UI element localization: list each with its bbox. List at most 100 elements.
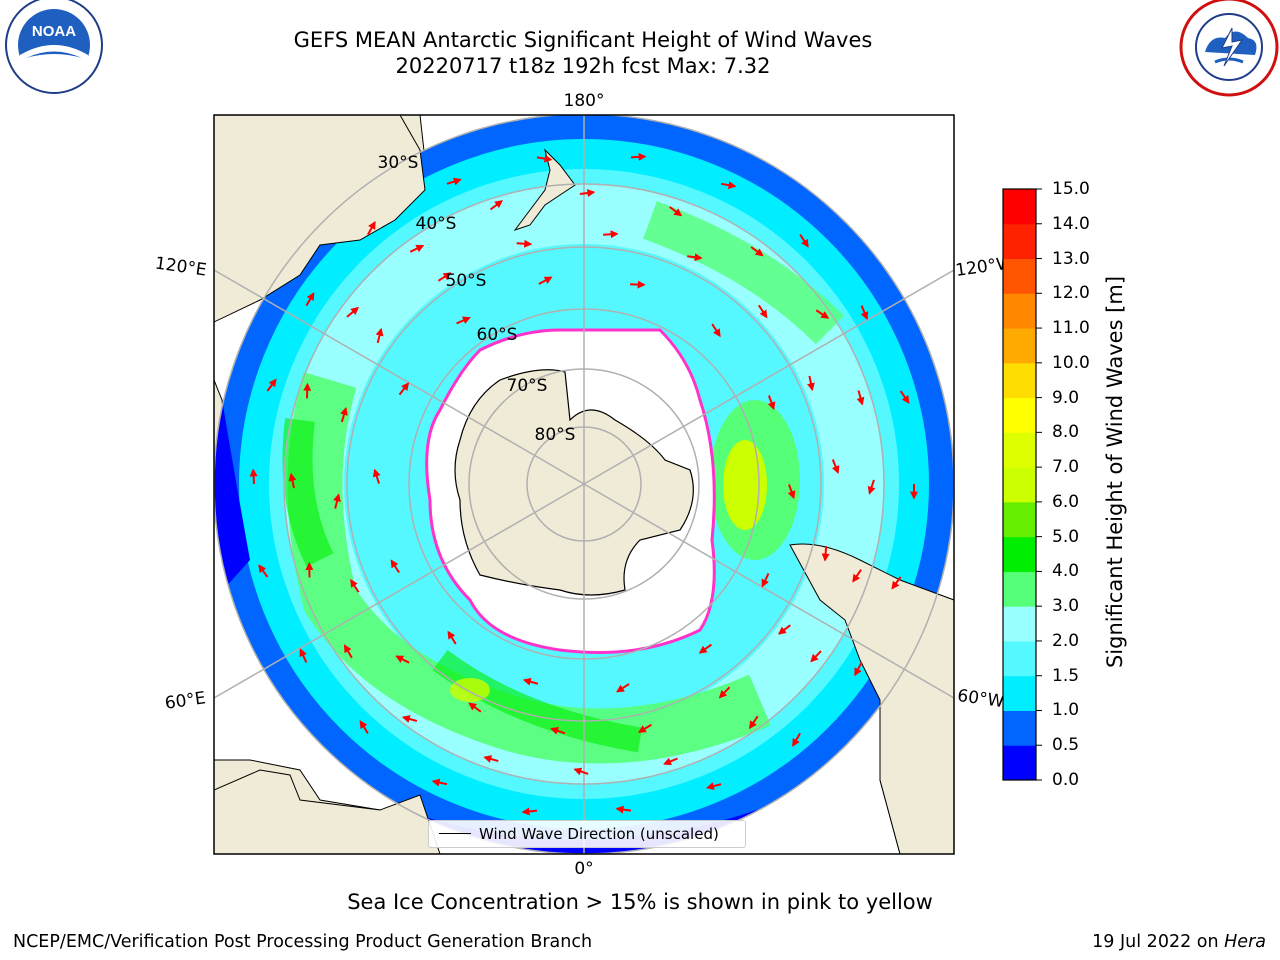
colorbar-tick-label: 14.0	[1052, 213, 1090, 234]
wind-arrow	[711, 323, 721, 338]
chart-title: GEFS MEAN Antarctic Significant Height o…	[293, 28, 873, 52]
wind-arrow	[718, 686, 731, 699]
wind-arrow	[579, 189, 596, 198]
colorbar-tick-label: 15.0	[1052, 179, 1090, 199]
wind-arrow	[468, 702, 482, 713]
wind-arrow	[750, 246, 764, 257]
colorbar-tick-label: 4.0	[1052, 561, 1080, 582]
wind-arrow	[333, 493, 341, 509]
colorbar-segment	[1003, 710, 1036, 746]
colorbar-segment	[1003, 432, 1036, 468]
footer-date: 19 Jul 2022 on Hera	[1092, 932, 1266, 952]
colorbar-segment	[1003, 745, 1036, 781]
wind-arrow	[815, 309, 830, 319]
footer-host: Hera	[1224, 932, 1266, 952]
wind-arrow	[437, 272, 452, 282]
colorbar-segment	[1003, 467, 1036, 503]
wind-arrow	[375, 327, 384, 344]
colorbar-tick-label: 13.0	[1052, 248, 1090, 269]
wind-wave-arrows	[249, 152, 918, 816]
parallel-label-40s: 40°S	[416, 214, 457, 234]
wind-arrow	[669, 206, 683, 217]
wind-arrow	[705, 782, 722, 790]
colorbar-tick-label: 5.0	[1052, 526, 1080, 547]
wind-arrow	[616, 683, 630, 693]
wind-arrow	[615, 805, 632, 814]
wind-arrow	[720, 181, 737, 190]
wind-arrow	[401, 715, 418, 723]
wind-arrow	[687, 253, 703, 262]
sea-ice-note: Sea Ice Concentration > 15% is shown in …	[347, 890, 933, 914]
wind-arrow	[431, 778, 448, 787]
colorbar-segment	[1003, 328, 1036, 364]
wind-arrow	[446, 177, 462, 186]
wind-arrow	[483, 755, 499, 763]
colorbar-segment	[1003, 571, 1036, 607]
colorbar-segment	[1003, 362, 1036, 399]
wind-arrow	[367, 221, 376, 236]
wind-arrow	[346, 306, 359, 318]
africa	[214, 769, 441, 854]
wind-arrow	[521, 807, 538, 816]
meridian-label-120e: 120°E	[154, 254, 208, 281]
wind-arrow	[630, 280, 646, 289]
legend-label: Wind Wave Direction (unscaled)	[479, 825, 719, 843]
wind-arrow	[359, 720, 369, 734]
wind-arrow	[821, 545, 830, 562]
wind-arrow	[573, 767, 589, 776]
chart-subtitle: 20220717 t18z 192h fcst Max: 7.32	[395, 54, 771, 78]
wind-arrow	[761, 572, 770, 588]
colorbar-label: Significant Height of Wind Waves [m]	[1103, 275, 1127, 669]
wind-arrow	[303, 382, 312, 399]
wind-arrow	[395, 655, 410, 664]
wind-arrow	[831, 459, 840, 475]
wind-arrow	[340, 406, 348, 423]
wind-arrow	[536, 154, 553, 163]
wind-arrow	[799, 234, 809, 248]
wind-arrow	[698, 643, 713, 654]
colorbar-segment	[1003, 606, 1036, 642]
new-zealand	[513, 148, 576, 231]
colorbar-segment	[1003, 397, 1036, 433]
wind-arrow	[767, 395, 776, 411]
wind-arrow	[398, 382, 410, 396]
wind-arrow	[266, 378, 277, 392]
wind-arrow	[516, 239, 533, 248]
colorbar-segment	[1003, 536, 1036, 572]
wind-arrow	[409, 244, 425, 253]
wind-arrow	[891, 576, 902, 590]
parallel-label-30s: 30°S	[378, 153, 419, 173]
wind-arrow	[637, 723, 652, 733]
antarctica	[454, 369, 694, 596]
colorbar-segment	[1003, 293, 1036, 329]
wind-arrow	[852, 569, 862, 583]
wind-arrow	[258, 564, 269, 578]
wind-arrow	[787, 484, 796, 500]
footer-credit: NCEP/EMC/Verification Post Processing Pr…	[13, 932, 593, 952]
wind-arrow	[288, 472, 297, 489]
graticule	[214, 115, 954, 854]
wind-arrow	[372, 468, 381, 484]
parallel-label-60s: 60°S	[477, 325, 518, 345]
colorbar	[1003, 188, 1042, 781]
colorbar-tick-label: 0.5	[1052, 735, 1080, 756]
wind-arrow	[538, 276, 553, 285]
colorbar-segment	[1003, 223, 1036, 260]
colorbar-tick-label: 11.0	[1052, 318, 1090, 339]
wind-arrow	[854, 661, 863, 677]
colorbar-tick-label: 1.0	[1052, 700, 1080, 721]
meridian-label-60w: 60°W	[956, 686, 1005, 712]
wind-arrow	[343, 644, 353, 659]
wind-arrow	[630, 152, 647, 161]
colorbar-tick-label: 6.0	[1052, 491, 1080, 512]
colorbar-segment	[1003, 189, 1036, 225]
wind-arrow	[860, 305, 869, 321]
colorbar-tick-label: 2.0	[1052, 630, 1080, 651]
wind-arrow	[777, 624, 791, 635]
wind-arrow	[749, 715, 759, 730]
meridian-label-60e: 60°E	[164, 688, 207, 713]
colorbar-tick-label: 10.0	[1052, 352, 1090, 373]
wind-arrow	[603, 230, 619, 239]
colorbar-tick-label: 9.0	[1052, 387, 1080, 408]
